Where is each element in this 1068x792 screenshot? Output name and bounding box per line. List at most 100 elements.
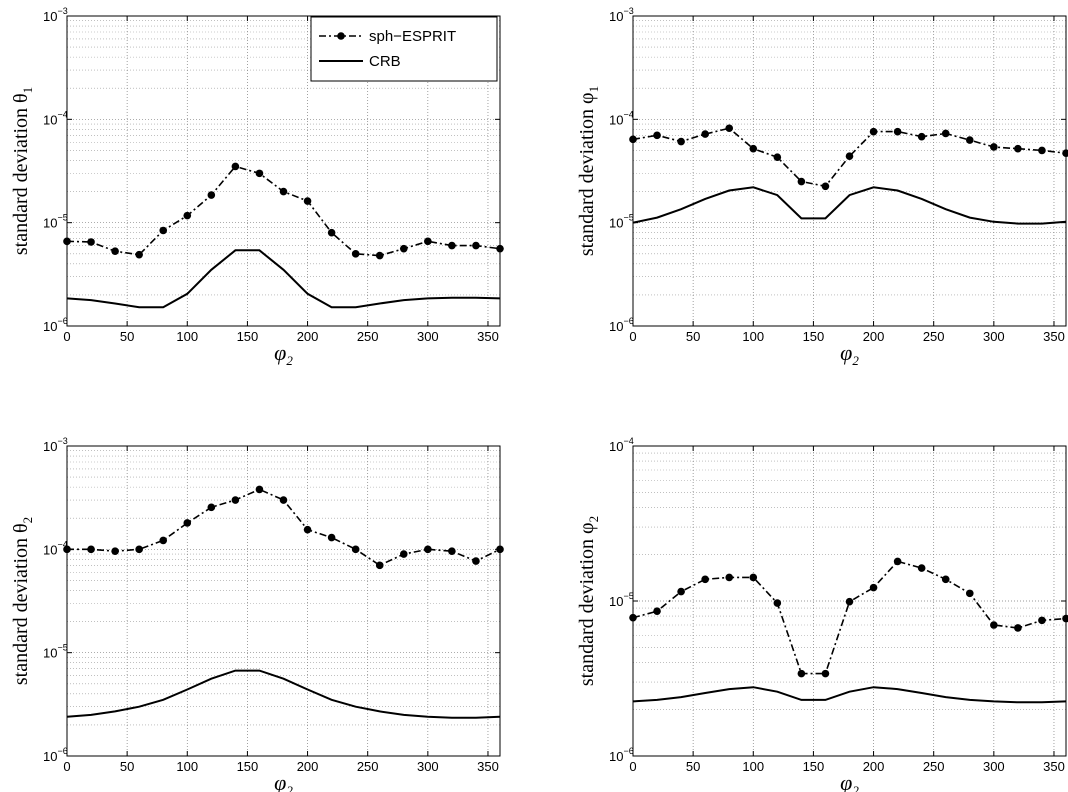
- esprit-point: [63, 545, 71, 554]
- y-tick-label: 10−4: [43, 109, 68, 127]
- esprit-point: [1038, 146, 1046, 155]
- esprit-point: [448, 547, 456, 555]
- esprit-point: [351, 249, 360, 258]
- esprit-point: [63, 237, 71, 246]
- x-tick-label: 100: [742, 329, 764, 344]
- esprit-point: [111, 547, 119, 555]
- x-axis-label: φ2: [840, 340, 859, 368]
- esprit-point: [629, 613, 637, 622]
- x-tick-label: 150: [237, 759, 259, 774]
- x-tick-label: 200: [297, 759, 319, 774]
- esprit-point: [965, 136, 974, 144]
- crb-line: [66, 249, 501, 309]
- esprit-point: [159, 536, 168, 545]
- crb-line: [632, 686, 1067, 704]
- axes-box: [66, 445, 501, 757]
- esprit-point: [231, 162, 240, 171]
- esprit-point: [869, 127, 878, 136]
- esprit-point: [821, 669, 830, 678]
- x-tick-label: 200: [863, 329, 885, 344]
- esprit-point: [496, 244, 504, 253]
- esprit-point: [1062, 614, 1068, 623]
- esprit-point: [965, 589, 974, 598]
- esprit-point: [327, 533, 336, 542]
- esprit-point: [653, 131, 661, 140]
- x-axis-label: φ2: [274, 770, 293, 792]
- legend-esprit-marker: [337, 32, 345, 40]
- esprit-point: [701, 130, 709, 138]
- esprit-point: [424, 237, 432, 246]
- x-tick-label: 100: [742, 759, 764, 774]
- plot-area: [633, 16, 1066, 326]
- esprit-point: [917, 132, 926, 141]
- plot-4: 0 50 100 150 200 250 300 350 10−6 10−5 10−4 φ2 stand…: [576, 436, 1068, 792]
- esprit-point: [303, 525, 312, 534]
- esprit-point: [797, 669, 806, 678]
- y-tick-label: 10−6: [609, 316, 634, 334]
- y-tick-label: 10−6: [43, 746, 68, 764]
- x-tick-label: 350: [1043, 759, 1065, 774]
- x-tick-label: 200: [297, 329, 319, 344]
- y-tick-label: 10−5: [609, 591, 634, 609]
- x-tick-label: 100: [176, 329, 198, 344]
- esprit-point: [701, 575, 709, 584]
- x-axis-label: φ2: [840, 770, 859, 792]
- legend-label: CRB: [369, 53, 401, 70]
- axes-box: [66, 15, 501, 327]
- esprit-point: [845, 152, 854, 160]
- plot-3: 0 50 100 150 200 250 300 350 10−6 10−5 10−4 10−3 φ2 s…: [10, 436, 504, 792]
- y-axis-label: standard deviation θ2: [10, 517, 35, 685]
- y-tick-label: 10−5: [43, 213, 68, 231]
- esprit-point: [111, 247, 119, 255]
- x-tick-label: 50: [120, 329, 134, 344]
- x-tick-label: 50: [686, 329, 700, 344]
- esprit-point: [1014, 144, 1022, 153]
- esprit-point: [990, 621, 998, 629]
- esprit-point: [1038, 616, 1046, 625]
- esprit-point: [893, 127, 902, 136]
- esprit-point: [749, 144, 758, 153]
- esprit-point: [1014, 624, 1022, 632]
- y-axis-label: standard deviation φ2: [576, 516, 601, 686]
- y-tick-label: 10−4: [609, 109, 634, 127]
- esprit-point: [231, 496, 240, 504]
- esprit-point: [207, 191, 216, 199]
- esprit-point: [399, 244, 408, 253]
- legend: sph−ESPRIT CRB: [310, 16, 498, 82]
- y-tick-label: 10−3: [43, 6, 68, 24]
- x-tick-label: 300: [417, 329, 439, 344]
- legend-box: [310, 16, 498, 82]
- esprit-point: [183, 519, 192, 527]
- esprit-point: [797, 177, 806, 186]
- x-tick-label: 300: [983, 759, 1005, 774]
- esprit-point: [207, 503, 216, 512]
- x-tick-label: 100: [176, 759, 198, 774]
- esprit-point: [869, 583, 878, 592]
- crb-line: [632, 186, 1067, 225]
- esprit-point: [87, 545, 95, 554]
- y-axis-label: standard deviation φ1: [576, 86, 601, 256]
- y-tick-label: 10−4: [609, 436, 634, 454]
- x-tick-label: 50: [120, 759, 134, 774]
- esprit-point: [472, 557, 480, 565]
- esprit-point: [677, 137, 685, 146]
- esprit-point: [351, 545, 360, 554]
- x-tick-label: 250: [357, 329, 379, 344]
- esprit-point: [279, 496, 288, 504]
- y-tick-label: 10−3: [609, 6, 634, 24]
- esprit-point: [399, 550, 408, 558]
- x-tick-label: 300: [417, 759, 439, 774]
- esprit-point: [255, 485, 264, 494]
- x-tick-label: 0: [629, 759, 636, 774]
- esprit-point: [653, 607, 661, 615]
- esprit-point: [303, 197, 312, 205]
- y-tick-label: 10−4: [43, 539, 68, 557]
- x-tick-label: 250: [923, 329, 945, 344]
- x-tick-label: 200: [863, 759, 885, 774]
- esprit-point: [677, 587, 685, 596]
- esprit-point: [941, 129, 950, 138]
- esprit-point: [279, 187, 288, 196]
- x-tick-label: 150: [803, 759, 825, 774]
- x-tick-label: 250: [923, 759, 945, 774]
